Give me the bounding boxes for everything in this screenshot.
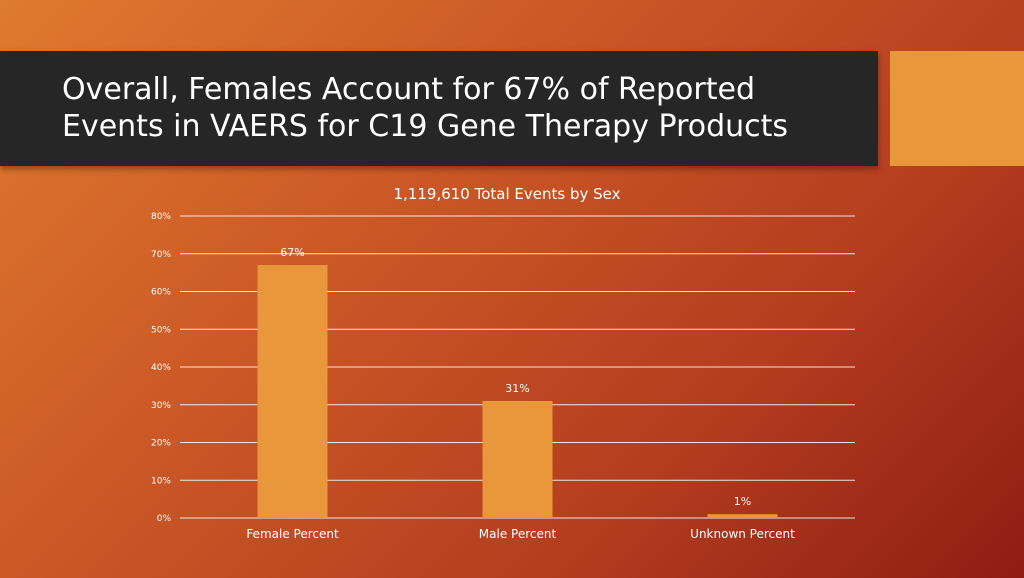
category-label: Male Percent [479,527,557,541]
bar-data-label: 67% [280,246,304,259]
y-tick-label: 0% [157,514,172,524]
slide-title: Overall, Females Account for 67% of Repo… [62,71,862,145]
slide-title-line-2: Events in VAERS for C19 Gene Therapy Pro… [62,109,789,144]
slide-title-line-1: Overall, Females Account for 67% of Repo… [62,72,755,107]
chart-bars [257,265,778,518]
category-label: Female Percent [246,527,339,541]
y-tick-label: 50% [151,325,171,335]
bar [257,265,328,518]
y-tick-label: 40% [151,363,171,373]
title-bar: Overall, Females Account for 67% of Repo… [0,51,878,166]
bar-data-label: 1% [734,495,751,508]
y-tick-label: 20% [151,439,171,449]
bar [707,514,778,518]
chart-title: 1,119,610 Total Events by Sex [394,185,621,203]
accent-block [890,51,1024,166]
y-tick-label: 10% [151,476,171,486]
y-axis-ticks: 0% 10% 20% 30% 40% 50% 60% 70% 80% [151,212,171,524]
y-tick-label: 80% [151,212,171,222]
bar [482,400,553,518]
bar-data-label: 31% [505,382,529,395]
y-tick-label: 30% [151,401,171,411]
y-tick-label: 70% [151,250,171,260]
x-axis-categories: Female Percent Male Percent Unknown Percen… [246,527,795,541]
chart-data-labels: 67% 31% 1% [280,246,751,508]
y-tick-label: 60% [151,288,171,298]
category-label: Unknown Percent [690,527,795,541]
